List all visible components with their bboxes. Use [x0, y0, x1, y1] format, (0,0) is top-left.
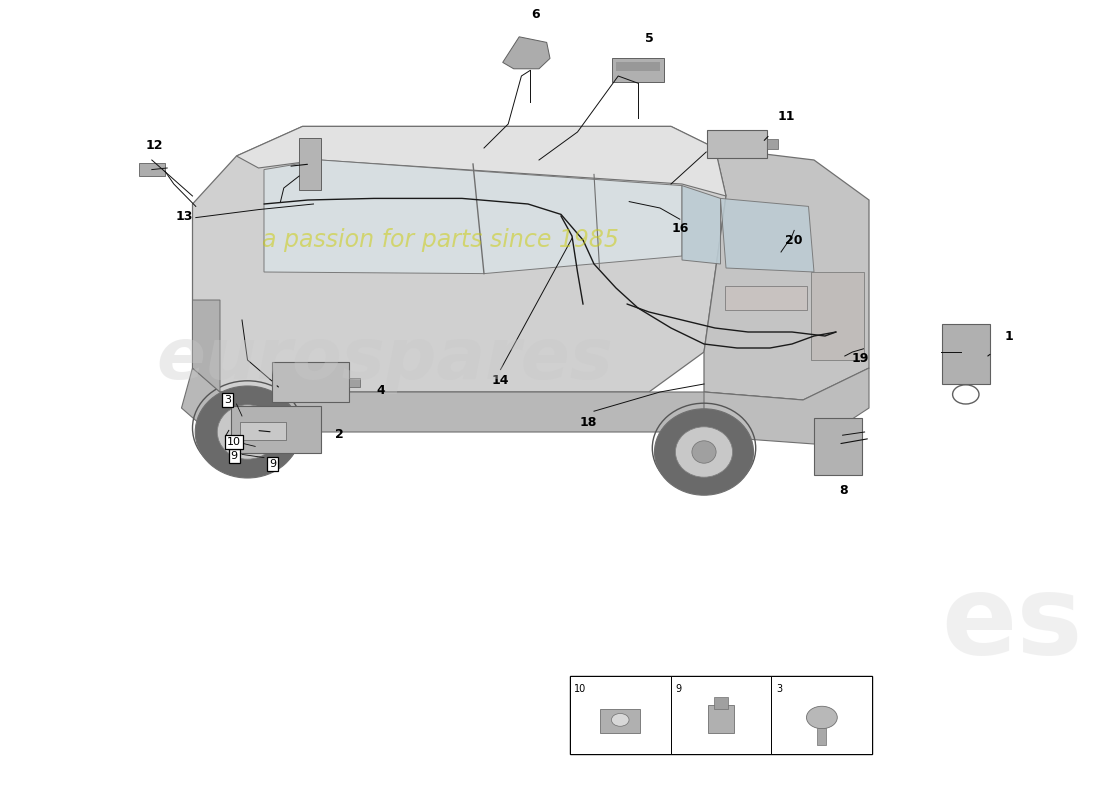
Bar [601, 709, 640, 733]
Text: eurospares: eurospares [156, 326, 614, 394]
Text: 6: 6 [531, 8, 540, 21]
Bar [231, 406, 321, 453]
Polygon shape [682, 186, 720, 264]
Polygon shape [192, 126, 726, 392]
Bar [715, 698, 728, 709]
Bar [708, 706, 734, 734]
Text: 13: 13 [175, 210, 192, 222]
Text: 4: 4 [376, 384, 385, 397]
Text: 10: 10 [574, 684, 586, 694]
Ellipse shape [654, 409, 754, 495]
Bar [768, 139, 779, 149]
Polygon shape [192, 300, 220, 392]
Polygon shape [720, 198, 814, 272]
Text: es: es [942, 570, 1082, 678]
Text: 9: 9 [270, 459, 276, 469]
Circle shape [612, 714, 629, 726]
Text: 7: 7 [338, 150, 346, 162]
Polygon shape [236, 126, 726, 196]
Bar [570, 676, 671, 754]
Text: 3: 3 [776, 684, 782, 694]
Text: 2: 2 [336, 428, 344, 441]
Polygon shape [704, 368, 869, 444]
Bar [139, 163, 165, 176]
Text: 20: 20 [785, 234, 803, 246]
Polygon shape [264, 160, 682, 274]
Text: 1: 1 [1004, 330, 1013, 342]
Polygon shape [503, 37, 550, 69]
Text: 10: 10 [228, 438, 241, 447]
Text: a passion for parts since 1985: a passion for parts since 1985 [262, 228, 618, 252]
Text: 3: 3 [224, 395, 231, 405]
Ellipse shape [675, 426, 733, 477]
Circle shape [806, 706, 837, 729]
Ellipse shape [196, 386, 299, 478]
Bar [771, 676, 872, 754]
Bar [942, 324, 990, 384]
Ellipse shape [692, 441, 716, 463]
Text: 18: 18 [580, 416, 597, 429]
Bar [817, 728, 826, 746]
Bar [349, 378, 360, 387]
Text: 9: 9 [231, 451, 238, 461]
Bar [616, 62, 660, 71]
Bar [814, 418, 862, 475]
Bar [612, 58, 664, 82]
Bar [272, 362, 349, 402]
Bar [570, 676, 872, 754]
Polygon shape [704, 148, 869, 400]
Bar [707, 130, 768, 158]
Text: 14: 14 [492, 374, 509, 387]
Bar [240, 422, 286, 440]
Text: 11: 11 [778, 110, 795, 122]
Text: 8: 8 [839, 484, 848, 497]
Bar [811, 272, 864, 360]
Text: 5: 5 [645, 32, 653, 45]
Text: 16: 16 [671, 222, 689, 235]
Bar [671, 676, 771, 754]
Bar [299, 138, 321, 190]
Ellipse shape [233, 420, 262, 444]
Text: 19: 19 [851, 352, 869, 365]
Text: 9: 9 [675, 684, 681, 694]
Text: 12: 12 [145, 139, 163, 152]
Polygon shape [182, 368, 803, 432]
Ellipse shape [218, 405, 277, 459]
Bar [725, 286, 807, 310]
